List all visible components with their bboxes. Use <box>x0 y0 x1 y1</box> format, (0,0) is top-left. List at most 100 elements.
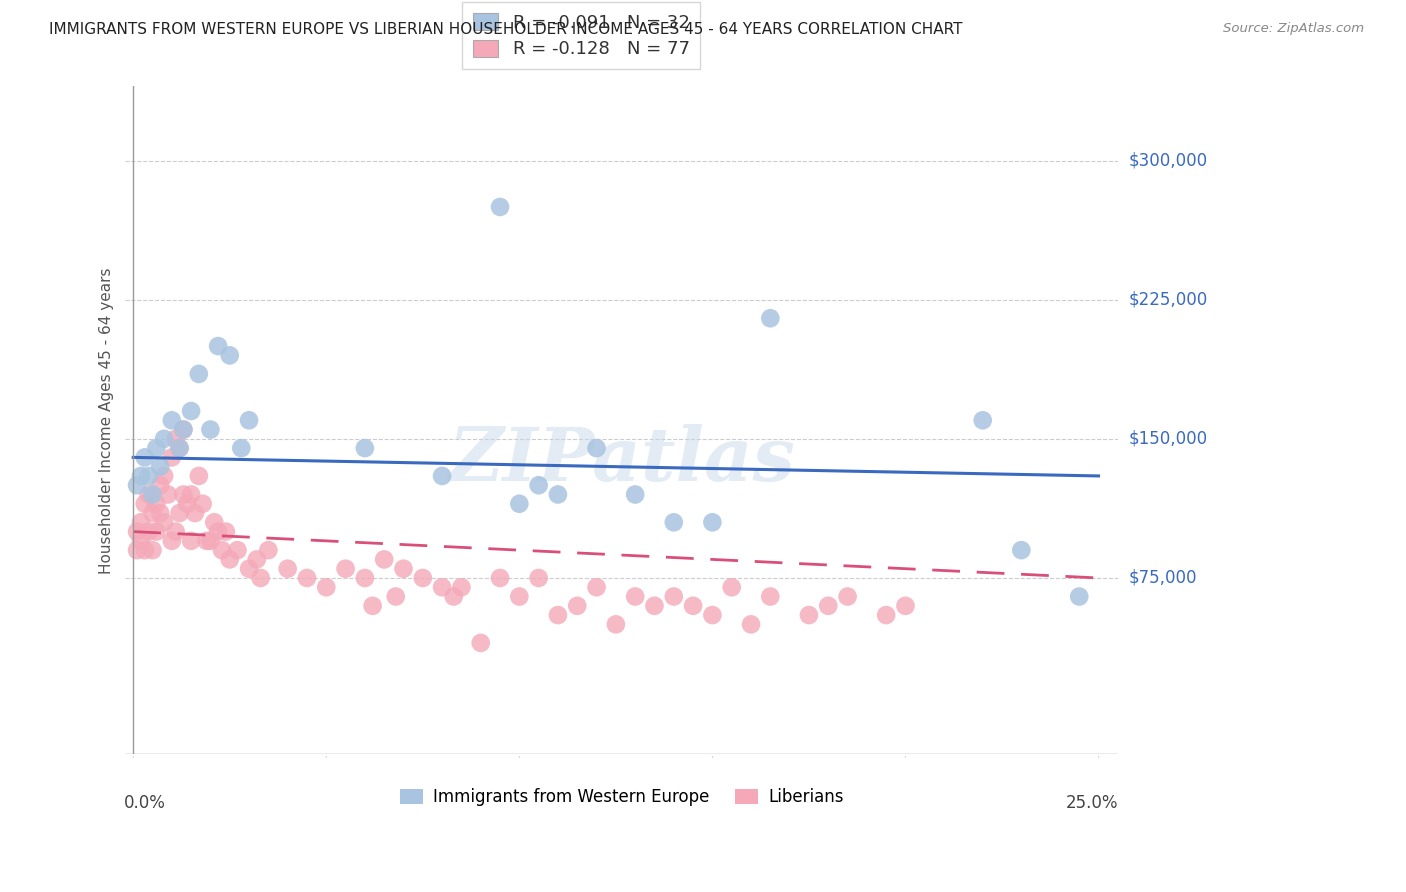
Point <box>361 599 384 613</box>
Point <box>508 497 530 511</box>
Point <box>759 311 782 326</box>
Point <box>567 599 589 613</box>
Point <box>160 413 183 427</box>
Text: IMMIGRANTS FROM WESTERN EUROPE VS LIBERIAN HOUSEHOLDER INCOME AGES 45 - 64 YEARS: IMMIGRANTS FROM WESTERN EUROPE VS LIBERI… <box>49 22 963 37</box>
Point <box>702 516 724 530</box>
Point <box>218 552 240 566</box>
Point <box>412 571 434 585</box>
Point <box>156 487 179 501</box>
Point <box>335 562 357 576</box>
Point <box>585 441 607 455</box>
Point <box>605 617 627 632</box>
Text: $150,000: $150,000 <box>1129 430 1208 448</box>
Point <box>249 571 271 585</box>
Point <box>315 580 337 594</box>
Point <box>643 599 665 613</box>
Point <box>797 608 820 623</box>
Point <box>662 516 685 530</box>
Point <box>211 543 233 558</box>
Point <box>759 590 782 604</box>
Point <box>373 552 395 566</box>
Point <box>246 552 269 566</box>
Point <box>138 469 160 483</box>
Point <box>817 599 839 613</box>
Y-axis label: Householder Income Ages 45 - 64 years: Householder Income Ages 45 - 64 years <box>100 267 114 574</box>
Point <box>200 533 222 548</box>
Text: 25.0%: 25.0% <box>1066 794 1118 813</box>
Point <box>740 617 762 632</box>
Point <box>392 562 415 576</box>
Point <box>180 487 202 501</box>
Point <box>547 487 569 501</box>
Point <box>160 533 183 548</box>
Point <box>141 543 163 558</box>
Point <box>226 543 249 558</box>
Text: $225,000: $225,000 <box>1129 291 1208 309</box>
Point <box>547 608 569 623</box>
Point <box>191 497 214 511</box>
Point <box>172 487 194 501</box>
Point <box>172 423 194 437</box>
Point <box>207 339 229 353</box>
Point <box>165 524 187 539</box>
Point <box>875 608 897 623</box>
Point <box>184 506 207 520</box>
Point <box>450 580 472 594</box>
Point <box>138 487 160 501</box>
Point <box>129 533 152 548</box>
Point <box>662 590 685 604</box>
Point <box>443 590 465 604</box>
Point <box>187 469 209 483</box>
Point <box>129 469 152 483</box>
Legend: Immigrants from Western Europe, Liberians: Immigrants from Western Europe, Liberian… <box>394 781 851 813</box>
Point <box>129 516 152 530</box>
Point <box>169 506 191 520</box>
Point <box>702 608 724 623</box>
Point <box>169 441 191 455</box>
Point <box>257 543 280 558</box>
Point <box>624 590 647 604</box>
Point <box>508 590 530 604</box>
Point <box>200 423 222 437</box>
Point <box>138 524 160 539</box>
Point <box>972 413 994 427</box>
Point <box>231 441 253 455</box>
Point <box>153 469 176 483</box>
Point <box>1069 590 1091 604</box>
Point <box>149 478 172 492</box>
Point <box>165 432 187 446</box>
Point <box>585 580 607 594</box>
Point <box>149 506 172 520</box>
Point <box>527 571 550 585</box>
Point <box>153 516 176 530</box>
Point <box>134 450 156 465</box>
Text: $75,000: $75,000 <box>1129 569 1198 587</box>
Point <box>1010 543 1032 558</box>
Text: Source: ZipAtlas.com: Source: ZipAtlas.com <box>1223 22 1364 36</box>
Point <box>682 599 704 613</box>
Point <box>489 200 512 214</box>
Point <box>470 636 492 650</box>
Point <box>180 404 202 418</box>
Point <box>145 524 167 539</box>
Point <box>894 599 917 613</box>
Point <box>125 543 148 558</box>
Point <box>153 432 176 446</box>
Point <box>384 590 406 604</box>
Point <box>125 478 148 492</box>
Point <box>238 413 260 427</box>
Point <box>215 524 238 539</box>
Point <box>141 506 163 520</box>
Point <box>624 487 647 501</box>
Point <box>169 441 191 455</box>
Point <box>125 524 148 539</box>
Point <box>160 450 183 465</box>
Text: $300,000: $300,000 <box>1129 152 1208 169</box>
Text: 0.0%: 0.0% <box>124 794 166 813</box>
Point <box>180 533 202 548</box>
Point <box>527 478 550 492</box>
Point <box>149 459 172 474</box>
Point <box>195 533 218 548</box>
Point <box>837 590 859 604</box>
Point <box>176 497 198 511</box>
